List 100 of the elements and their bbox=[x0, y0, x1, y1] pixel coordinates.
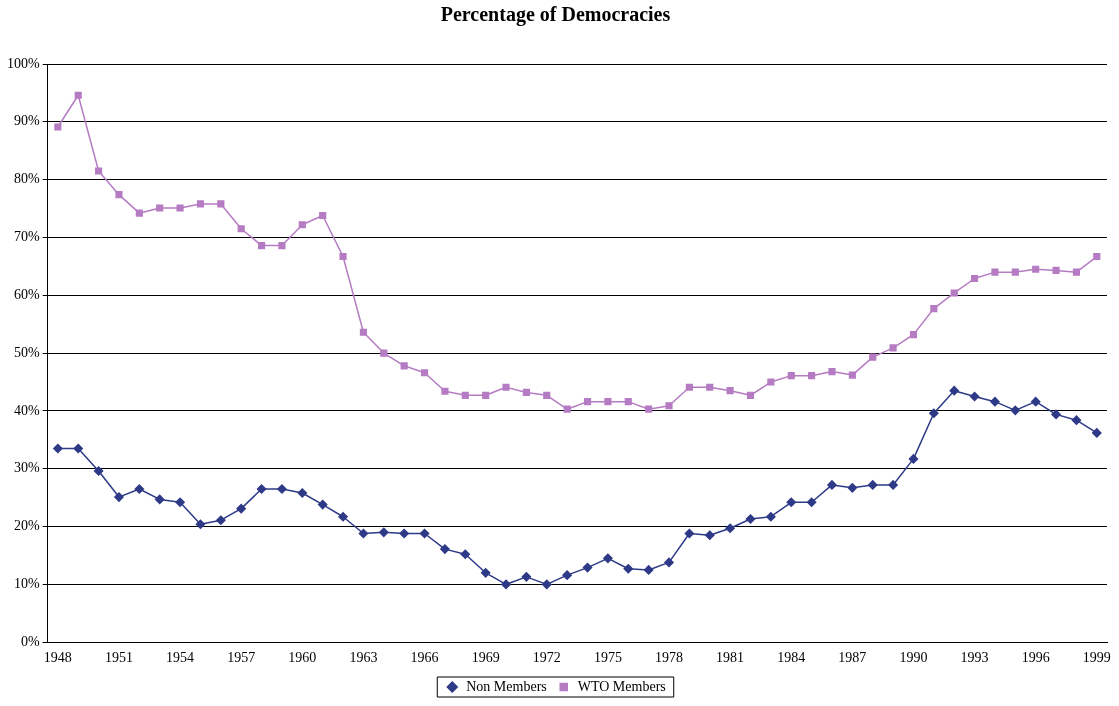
point bbox=[665, 402, 673, 410]
x-tick-label: 1999 bbox=[1082, 650, 1111, 666]
x-tick-label: 1966 bbox=[410, 650, 439, 666]
point bbox=[53, 443, 63, 454]
point bbox=[562, 570, 572, 580]
point bbox=[1093, 252, 1101, 261]
point bbox=[908, 454, 919, 464]
point bbox=[746, 391, 755, 399]
point bbox=[930, 305, 938, 313]
point bbox=[949, 385, 959, 396]
point bbox=[745, 514, 756, 524]
point bbox=[1072, 268, 1081, 276]
point bbox=[237, 225, 245, 233]
point bbox=[543, 391, 551, 399]
chart-title: Percentage of Democracies bbox=[440, 3, 671, 27]
point bbox=[195, 519, 206, 529]
point bbox=[339, 252, 347, 261]
legend-label: Non Members bbox=[466, 678, 547, 694]
point bbox=[480, 568, 491, 578]
point bbox=[399, 528, 409, 539]
point bbox=[828, 368, 836, 376]
point bbox=[338, 511, 348, 522]
point bbox=[787, 372, 795, 380]
point bbox=[256, 484, 267, 494]
point bbox=[380, 349, 388, 357]
point bbox=[521, 572, 532, 582]
point bbox=[888, 480, 898, 490]
point bbox=[216, 515, 226, 525]
point bbox=[929, 408, 939, 418]
point bbox=[827, 480, 837, 490]
point bbox=[461, 391, 469, 399]
point bbox=[969, 391, 980, 402]
x-tick-label: 1954 bbox=[166, 650, 195, 666]
point bbox=[583, 398, 592, 406]
point bbox=[502, 383, 510, 391]
point bbox=[643, 565, 654, 575]
y-tick-label: 20% bbox=[13, 518, 40, 534]
point bbox=[786, 497, 796, 508]
point bbox=[1051, 409, 1061, 420]
point bbox=[766, 511, 776, 522]
x-tick-label: 1975 bbox=[593, 650, 622, 666]
y-tick-label: 80% bbox=[13, 171, 40, 187]
point bbox=[604, 398, 612, 406]
point bbox=[990, 396, 1000, 407]
point bbox=[501, 579, 511, 590]
x-tick-label: 1996 bbox=[1021, 650, 1050, 666]
x-tick-label: 1969 bbox=[471, 650, 500, 666]
point bbox=[134, 484, 145, 494]
point bbox=[319, 211, 327, 220]
point bbox=[1011, 268, 1019, 276]
point bbox=[440, 544, 450, 554]
point bbox=[522, 388, 530, 396]
y-tick-label: 30% bbox=[13, 460, 40, 476]
point bbox=[950, 289, 958, 297]
point bbox=[991, 268, 999, 276]
point bbox=[706, 383, 714, 391]
point bbox=[623, 564, 634, 574]
point bbox=[379, 527, 389, 538]
point bbox=[297, 488, 308, 498]
point bbox=[971, 274, 979, 283]
point bbox=[563, 405, 571, 413]
point bbox=[419, 528, 430, 539]
point bbox=[867, 480, 878, 490]
point bbox=[624, 398, 632, 406]
x-tick-label: 1963 bbox=[349, 650, 378, 666]
point bbox=[196, 200, 205, 208]
point bbox=[684, 528, 695, 539]
point bbox=[808, 372, 816, 380]
point bbox=[603, 553, 613, 564]
y-tick-label: 50% bbox=[13, 344, 40, 360]
point bbox=[154, 494, 165, 505]
point bbox=[909, 331, 918, 339]
x-tick-label: 1960 bbox=[288, 650, 317, 666]
point bbox=[115, 191, 123, 199]
point bbox=[54, 123, 62, 131]
y-tick-label: 40% bbox=[13, 402, 40, 418]
point bbox=[176, 204, 184, 212]
x-tick-label: 1978 bbox=[655, 650, 683, 666]
x-tick-label: 1957 bbox=[227, 650, 256, 666]
x-tick-label: 1993 bbox=[960, 650, 989, 666]
point bbox=[705, 530, 715, 540]
point bbox=[1071, 415, 1082, 425]
point bbox=[725, 523, 735, 534]
point bbox=[298, 221, 306, 229]
point bbox=[1032, 265, 1040, 273]
point bbox=[95, 167, 103, 175]
point bbox=[869, 353, 877, 361]
point bbox=[482, 391, 490, 399]
point bbox=[889, 344, 897, 352]
point bbox=[114, 492, 124, 502]
point bbox=[460, 549, 471, 560]
point bbox=[582, 562, 593, 573]
x-tick-label: 1981 bbox=[716, 650, 745, 666]
point bbox=[1052, 266, 1060, 274]
x-tick-label: 1984 bbox=[777, 650, 806, 666]
y-tick-label: 100% bbox=[6, 55, 40, 71]
point bbox=[726, 387, 734, 395]
point bbox=[400, 362, 408, 370]
y-tick-label: 90% bbox=[13, 113, 40, 129]
point bbox=[806, 497, 817, 508]
